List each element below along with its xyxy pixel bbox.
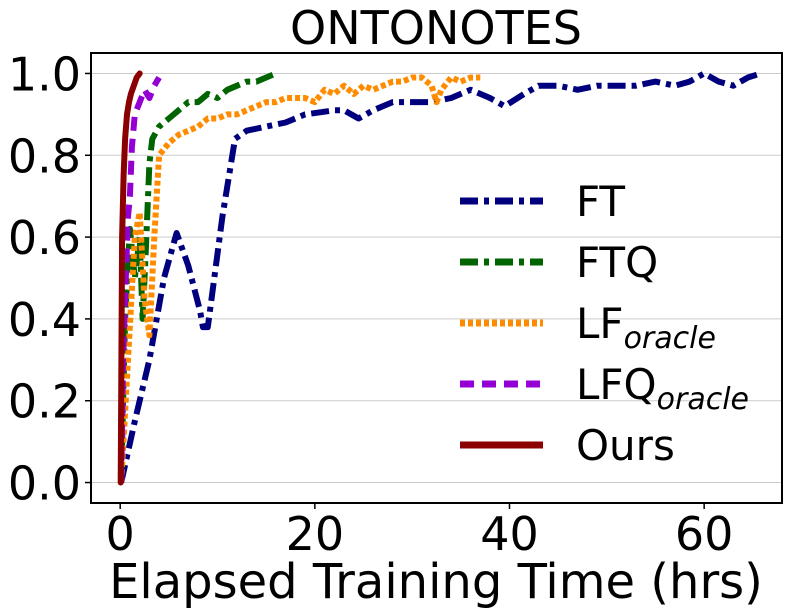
x-tick-label: 60	[675, 507, 734, 561]
grid-lines	[91, 72, 782, 484]
chart-title: ONTONOTES	[290, 1, 582, 55]
y-tick-label: 1.0	[8, 47, 81, 101]
legend-label-lfq: LFQoracle	[576, 360, 749, 417]
x-axis-label: Elapsed Training Time (hrs)	[109, 554, 763, 610]
series-line-ftq	[118, 70, 278, 483]
y-tick-label: 0.0	[8, 457, 81, 511]
legend-label-subscript: oracle	[624, 321, 716, 356]
x-tick-label: 40	[480, 507, 539, 561]
legend-label-ours: Ours	[576, 421, 675, 470]
y-tick-label: 0.2	[8, 375, 81, 429]
legend-label-text: Ours	[576, 421, 675, 470]
plot-series	[117, 70, 762, 486]
series-line-ft	[118, 70, 762, 484]
series-line-lfq	[118, 75, 162, 483]
plot-frame	[90, 52, 783, 504]
x-tick-label: 0	[106, 507, 135, 561]
legend-label-subscript: oracle	[657, 382, 749, 417]
legend-label-text: FT	[576, 177, 625, 226]
legend-label-ft: FT	[576, 177, 625, 226]
legend-label-text: FTQ	[576, 238, 658, 287]
axis-ticks: 0.0 0.2 0.4 0.6 0.8 1.0 0 20 40 60	[8, 47, 734, 561]
y-tick-label: 0.4	[8, 293, 81, 347]
legend-label-text: LF	[576, 299, 624, 348]
series-line-ours	[117, 70, 143, 486]
legend-label-text: LFQ	[576, 360, 657, 409]
legend-label-ftq: FTQ	[576, 238, 658, 287]
y-tick-label: 0.6	[8, 211, 81, 265]
series-line-lf	[118, 74, 481, 483]
legend-label-lf: LForacle	[576, 299, 716, 356]
y-tick-label: 0.8	[8, 129, 81, 183]
x-tick-label: 20	[286, 507, 345, 561]
